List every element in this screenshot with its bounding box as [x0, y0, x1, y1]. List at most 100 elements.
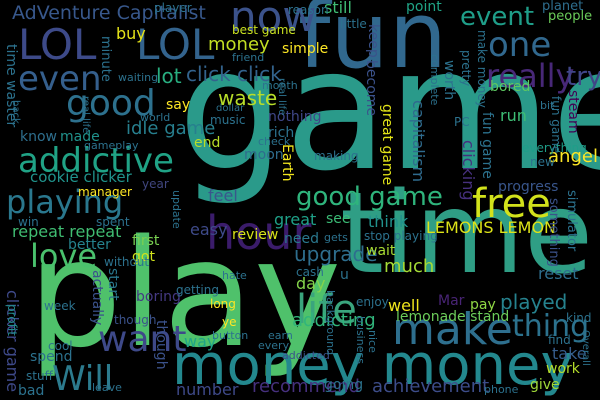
word-pay: pay: [470, 297, 496, 313]
word-button: real life: [276, 78, 287, 116]
word-money-money: money money: [172, 333, 574, 398]
word-gets: gets: [324, 231, 348, 244]
word-week: week: [44, 299, 76, 313]
word-capitalism: capitalism: [409, 100, 428, 183]
word-going: going: [324, 377, 364, 393]
word-little: player: [154, 1, 192, 15]
word-progress: progress: [498, 179, 559, 195]
word-leave: back: [10, 100, 21, 124]
word-cool: cool: [48, 339, 73, 353]
word-much: much: [384, 256, 435, 277]
word-end: end: [194, 135, 221, 151]
word-spend: spend: [30, 349, 73, 365]
word-planet: planet: [542, 0, 584, 14]
word-though: though: [153, 320, 169, 370]
word-free: free: [472, 181, 551, 227]
word-every: every: [258, 339, 290, 352]
word-buy: buy: [116, 24, 146, 43]
word-manager: update: [170, 190, 183, 229]
word-played: played: [500, 290, 568, 314]
word-stop-playing: stop playing: [364, 229, 438, 243]
word-year: year: [142, 177, 169, 191]
word-background: background: [324, 290, 337, 356]
word-will: Will: [52, 359, 114, 399]
word-without: spent: [96, 215, 130, 229]
word-fun: fun: [298, 0, 448, 89]
word-waste: waste: [218, 86, 278, 110]
word-gameplay: pretty: [459, 50, 473, 87]
word-cash: cash: [296, 265, 324, 279]
word-stuff: reason: [288, 3, 329, 17]
word-good: good: [66, 83, 156, 124]
word-way: way: [184, 332, 217, 351]
word-ye: ye: [222, 315, 237, 329]
word-u: u: [340, 267, 349, 283]
word-enjoy: enjoy: [356, 295, 389, 309]
word-easy: easy: [190, 220, 228, 239]
word-got: got: [132, 249, 155, 265]
word-lemonade-stand: lemonade stand: [396, 309, 510, 325]
word-repeat-repeat: repeat repeat: [12, 222, 122, 241]
word-play: play: [28, 208, 342, 380]
word-think: think: [368, 212, 409, 231]
word-keep: keep: [365, 24, 381, 58]
word-work: work: [546, 361, 580, 377]
word-kind: kind: [566, 311, 592, 325]
word-clicking: clicking: [459, 140, 478, 201]
word-day: day: [296, 274, 326, 293]
word-month: waiting: [118, 71, 159, 84]
word-simulator: simulator: [564, 190, 579, 252]
word-need: need: [284, 231, 319, 247]
word-lol-1: LOL: [18, 20, 97, 69]
word-win: stuff: [26, 369, 53, 383]
word-addicting: addicting: [292, 310, 376, 331]
word-first: first: [132, 233, 160, 249]
word-check: manager: [78, 185, 132, 199]
word-great-game: great game: [379, 104, 395, 186]
word-lemons-lemon: LEMONS LEMON: [426, 218, 557, 237]
word-pc: PC: [454, 115, 470, 129]
word-getting: getting: [176, 283, 219, 297]
word-everything: everything: [522, 141, 587, 155]
word-spent: win: [18, 215, 39, 229]
word-know: know: [20, 129, 57, 145]
word-back: button: [212, 329, 249, 342]
word-music: music: [210, 113, 246, 127]
word-simple: simple: [282, 41, 329, 57]
word-start: start: [105, 268, 121, 301]
word-see: see: [326, 211, 351, 227]
word-something: something: [546, 198, 561, 267]
word-lol-2: LOL: [136, 20, 215, 69]
word-people: people: [548, 9, 593, 24]
word-become: become: [363, 60, 379, 117]
word-actually: actually: [89, 270, 105, 326]
word-wait: wait: [366, 243, 396, 259]
word-nothing: nothing: [268, 109, 322, 125]
word-angel: angel: [548, 146, 598, 167]
word-update: without: [104, 255, 150, 269]
word-review: review: [232, 227, 279, 243]
word-overall: leave: [92, 381, 122, 394]
word-recommend-small: though: [114, 313, 157, 327]
word-good-game: good game: [296, 182, 443, 212]
word-hate: hate: [222, 269, 247, 282]
word-adventure-capitalist: AdVenture Capitalist: [12, 2, 206, 24]
word-money: money: [208, 34, 270, 55]
word-run: run: [500, 106, 527, 125]
word-upgrade: upgrade: [294, 242, 378, 266]
word-really: really: [486, 57, 575, 95]
word-complete: fun game: [549, 96, 563, 154]
word-playing: playing: [6, 183, 124, 221]
word-earn: earn: [268, 329, 293, 342]
word-time: time: [340, 169, 594, 299]
word-long: long: [210, 297, 236, 311]
word-find: find: [548, 333, 571, 347]
word-game: game: [178, 12, 600, 208]
word-best-game: best game: [232, 23, 296, 37]
word-made: made: [60, 129, 100, 145]
word-take: take: [552, 344, 587, 363]
word-now: now: [230, 0, 317, 41]
word-give: give: [530, 377, 560, 393]
word-bad: bad: [18, 383, 45, 399]
